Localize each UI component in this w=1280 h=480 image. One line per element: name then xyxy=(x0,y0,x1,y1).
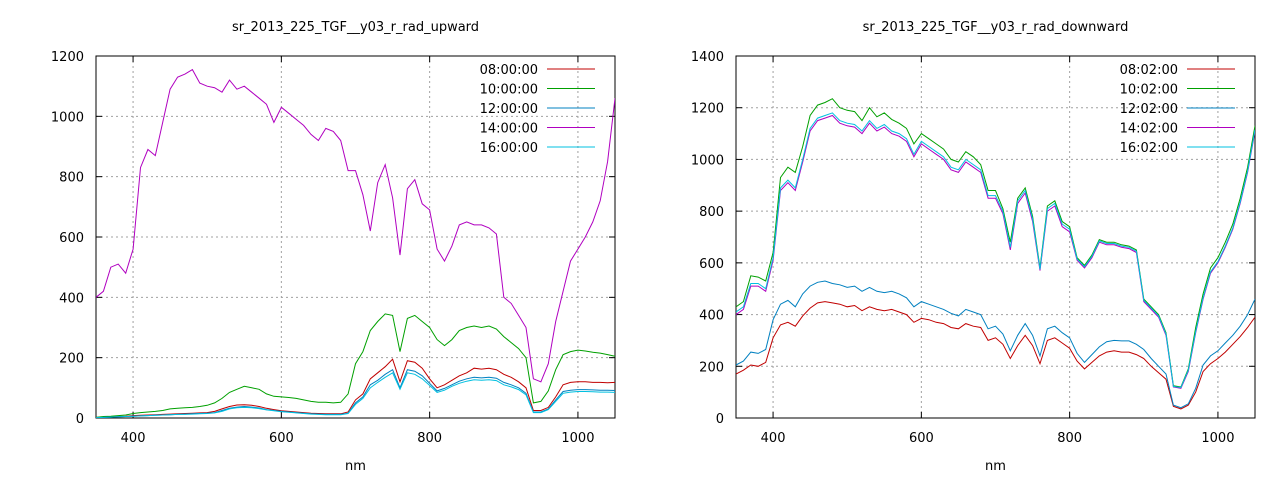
legend-label: 10:02:00 xyxy=(1120,83,1178,98)
series-line-080000 xyxy=(96,358,615,418)
legend-label: 16:00:00 xyxy=(480,141,538,156)
x-tick-label: 400 xyxy=(761,431,786,446)
x-tick-label: 800 xyxy=(417,431,442,446)
y-tick-label: 1200 xyxy=(691,102,724,117)
legend-label: 14:00:00 xyxy=(480,122,538,137)
x-axis-label: nm xyxy=(985,459,1006,474)
x-tick-label: 600 xyxy=(909,431,934,446)
y-tick-label: 1000 xyxy=(51,110,84,125)
series-line-100000 xyxy=(96,313,615,418)
series-line-160200 xyxy=(736,112,1255,389)
y-tick-label: 0 xyxy=(76,412,84,427)
y-tick-label: 200 xyxy=(59,352,84,367)
legend-label: 14:02:00 xyxy=(1120,122,1178,137)
x-tick-label: 800 xyxy=(1057,431,1082,446)
y-tick-label: 400 xyxy=(59,291,84,306)
x-axis-label: nm xyxy=(345,459,366,474)
x-tick-label: 1000 xyxy=(561,431,594,446)
y-tick-label: 1000 xyxy=(691,153,724,168)
chart-upward-panel: sr_2013_225_TGF__y03_r_rad_upward 400 600 8… xyxy=(51,20,616,474)
plot-frame xyxy=(735,55,1256,419)
x-tick-label: 600 xyxy=(269,431,294,446)
legend-label: 12:02:00 xyxy=(1120,102,1178,117)
legend-label: 08:00:00 xyxy=(480,63,538,78)
y-tick-label: 1400 xyxy=(691,50,724,65)
series-line-120200 xyxy=(736,280,1255,409)
chart-title: sr_2013_225_TGF__y03_r_rad_upward xyxy=(232,20,479,35)
y-tick-label: 800 xyxy=(699,205,724,220)
y-tick-label: 1200 xyxy=(51,50,84,65)
legend-label: 08:02:00 xyxy=(1120,63,1178,78)
y-tick-label: 0 xyxy=(716,412,724,427)
chart-downward: sr_2013_225_TGF__y03_r_rad_downward 400 60… xyxy=(691,20,1256,474)
x-tick-label: 1000 xyxy=(1201,431,1234,446)
y-tick-label: 400 xyxy=(699,309,724,324)
x-tick-label: 400 xyxy=(121,431,146,446)
y-tick-label: 800 xyxy=(59,171,84,186)
chart-downward-panel: sr_2013_225_TGF__y03_r_rad_downward 400 60… xyxy=(640,0,1280,480)
y-tick-label: 600 xyxy=(699,257,724,272)
legend-label: 10:00:00 xyxy=(480,83,538,98)
series-line-160000 xyxy=(96,372,615,418)
legend-label: 12:00:00 xyxy=(480,102,538,117)
legend-label: 16:02:00 xyxy=(1120,141,1178,156)
series-line-080200 xyxy=(736,301,1255,410)
y-tick-label: 600 xyxy=(59,231,84,246)
series-line-140000 xyxy=(96,68,615,383)
series-line-140200 xyxy=(736,114,1255,389)
y-tick-label: 200 xyxy=(699,360,724,375)
chart-upward: sr_2013_225_TGF__y03_r_rad_upward 400 600 8… xyxy=(51,20,616,474)
chart-title: sr_2013_225_TGF__y03_r_rad_downward xyxy=(863,20,1129,35)
